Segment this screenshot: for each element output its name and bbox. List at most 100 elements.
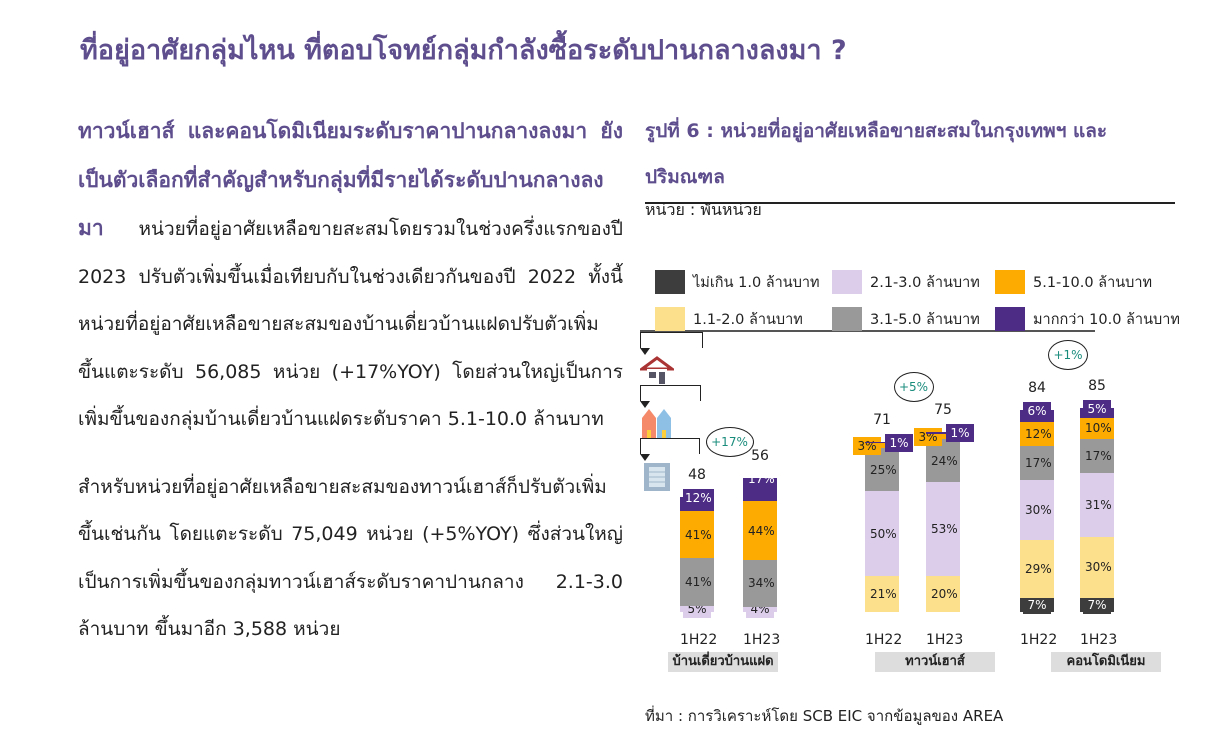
- bar-segment-label: 17%: [1025, 456, 1052, 471]
- bar-segment: [926, 432, 960, 434]
- bar-segment-label: 17%: [748, 471, 775, 486]
- condominium-icon: [640, 461, 674, 491]
- bar-segment: [1020, 480, 1054, 541]
- legend-swatch: [995, 307, 1025, 331]
- house-icon: [637, 355, 677, 385]
- legend-swatch: [995, 270, 1025, 294]
- bar-segment-label: 3%: [853, 437, 881, 456]
- baseline: [640, 330, 1095, 332]
- growth-badge: +5%: [893, 371, 934, 402]
- bar-total-label: 75: [934, 402, 952, 418]
- bar-segment: [680, 510, 714, 559]
- bar-total-label: 71: [873, 411, 891, 428]
- bar-segment-label: 41%: [685, 575, 712, 590]
- bar-segment-label: 17%: [1085, 448, 1112, 463]
- category-label: คอนโดมิเนียม: [1051, 652, 1161, 672]
- bar-total-label: 84: [1028, 380, 1046, 397]
- figure-title: รูปที่ 6 : หน่วยที่อยู่อาศัยเหลือขายสะสม…: [645, 108, 1175, 204]
- bar-segment: [743, 500, 777, 561]
- bar-segment: [1020, 422, 1054, 447]
- growth-badge: +1%: [1048, 340, 1088, 371]
- bar-total-label: 48: [688, 466, 706, 483]
- townhouse-icon: [640, 408, 674, 438]
- bar-segment-label: 21%: [870, 587, 897, 602]
- legend-swatch: [832, 307, 862, 331]
- highlight-text: ทาวน์เฮาส์ และคอนโดมิเนียมระดับราคาปานกล…: [78, 119, 623, 240]
- bar-segment-label: 31%: [1085, 497, 1112, 512]
- bar-segment-label: 1%: [885, 433, 913, 452]
- legend-swatch: [832, 270, 862, 294]
- bar-segment: [1080, 536, 1114, 598]
- bar-segment-label: 25%: [870, 462, 897, 477]
- bar-segment: [1080, 473, 1114, 537]
- legend-label: 1.1-2.0 ล้านบาท: [693, 311, 803, 328]
- bar-segment-label: 29%: [1025, 562, 1052, 577]
- paragraph-1: หน่วยที่อยู่อาศัยเหลือขายสะสมโดยรวมในช่ว…: [78, 218, 623, 430]
- bar-segment: [865, 576, 899, 612]
- bar-segment: [1080, 418, 1114, 439]
- category-label: ทาวน์เฮาส์: [875, 652, 995, 672]
- bar-segment-label: 30%: [1085, 560, 1112, 575]
- bar-segment-label: 1%: [946, 424, 974, 442]
- category-label: บ้านเดี่ยวบ้านแฝด: [668, 652, 778, 672]
- bar-segment: [926, 433, 960, 440]
- bar-segment: [865, 441, 899, 444]
- bar-segment: [865, 491, 899, 577]
- bar-segment-label: 12%: [1025, 427, 1052, 442]
- growth-arrow-icon: [640, 347, 650, 355]
- bar-segment-label: 34%: [748, 576, 775, 591]
- legend-label: มากกว่า 10.0 ล้านบาท: [1033, 311, 1180, 328]
- legend-label: ไม่เกิน 1.0 ล้านบาท: [693, 274, 820, 291]
- legend-label: 2.1-3.0 ล้านบาท: [870, 274, 980, 291]
- legend-item: ไม่เกิน 1.0 ล้านบาท: [655, 270, 820, 294]
- bar-segment-label: 7%: [1083, 595, 1111, 614]
- bar-segment-label: 53%: [931, 522, 958, 537]
- stacked-bar-chart: 5% 41% 41% 12% 48 1H22 4% 34% 44% 17% 56 1H23 +17% บ้…: [637, 330, 1200, 690]
- bar-segment-label: 44%: [748, 523, 775, 538]
- bar-segment-label: 7%: [1023, 596, 1051, 614]
- bar-segment-label: 30%: [1025, 503, 1052, 518]
- legend-item: มากกว่า 10.0 ล้านบาท: [995, 307, 1180, 331]
- bar-segment-label: 3%: [914, 427, 942, 446]
- bar-segment-label: 10%: [1085, 421, 1112, 436]
- x-tick-label: 1H23: [926, 632, 964, 648]
- legend-item: 1.1-2.0 ล้านบาท: [655, 307, 803, 331]
- page-title: ที่อยู่อาศัยกลุ่มไหน ที่ตอบโจทย์กลุ่มกำล…: [80, 35, 847, 66]
- bar-segment-label: 41%: [685, 527, 712, 542]
- legend-label: 5.1-10.0 ล้านบาท: [1033, 274, 1153, 291]
- x-tick-label: 1H23: [1080, 632, 1118, 648]
- x-tick-label: 1H22: [1020, 632, 1058, 648]
- growth-arrow-icon: [640, 400, 650, 408]
- bar-total-label: 85: [1088, 378, 1106, 394]
- article-text: ทาวน์เฮาส์ และคอนโดมิเนียมระดับราคาปานกล…: [78, 108, 623, 674]
- bar-total-label: 56: [751, 447, 769, 464]
- bar-segment-label: 20%: [931, 587, 958, 602]
- legend-item: 5.1-10.0 ล้านบาท: [995, 270, 1152, 294]
- legend-swatch: [655, 270, 685, 294]
- bar-segment: [926, 576, 960, 612]
- growth-badge: +17%: [705, 426, 754, 457]
- x-tick-label: 1H22: [680, 632, 718, 648]
- bar-segment: [926, 481, 960, 577]
- bar-segment-label: 5%: [1083, 400, 1111, 418]
- x-tick-label: 1H23: [743, 632, 781, 648]
- bar-segment-label: 12%: [683, 488, 714, 507]
- bar-segment: [1080, 438, 1114, 474]
- bar-segment-label: 50%: [870, 526, 897, 541]
- legend-item: 3.1-5.0 ล้านบาท: [832, 307, 980, 331]
- legend-label: 3.1-5.0 ล้านบาท: [870, 311, 980, 328]
- bar-segment: [865, 443, 899, 449]
- growth-arrow-icon: [640, 453, 650, 461]
- bar-segment: [1020, 540, 1054, 599]
- x-tick-label: 1H22: [865, 632, 903, 648]
- bar-segment: [926, 439, 960, 482]
- bar-segment: [743, 477, 777, 501]
- legend-swatch: [655, 307, 685, 331]
- bar-segment: [1020, 446, 1054, 481]
- bar-segment: [865, 448, 899, 491]
- source-note: ที่มา : การวิเคราะห์โดย SCB EIC จากข้อมู…: [645, 707, 1004, 725]
- bar-segment: [680, 558, 714, 607]
- paragraph-2: สำหรับหน่วยที่อยู่อาศัยเหลือขายสะสมของทา…: [78, 475, 623, 641]
- unit-label: หน่วย : พันหน่วย: [645, 200, 762, 219]
- growth-connector: [640, 437, 700, 454]
